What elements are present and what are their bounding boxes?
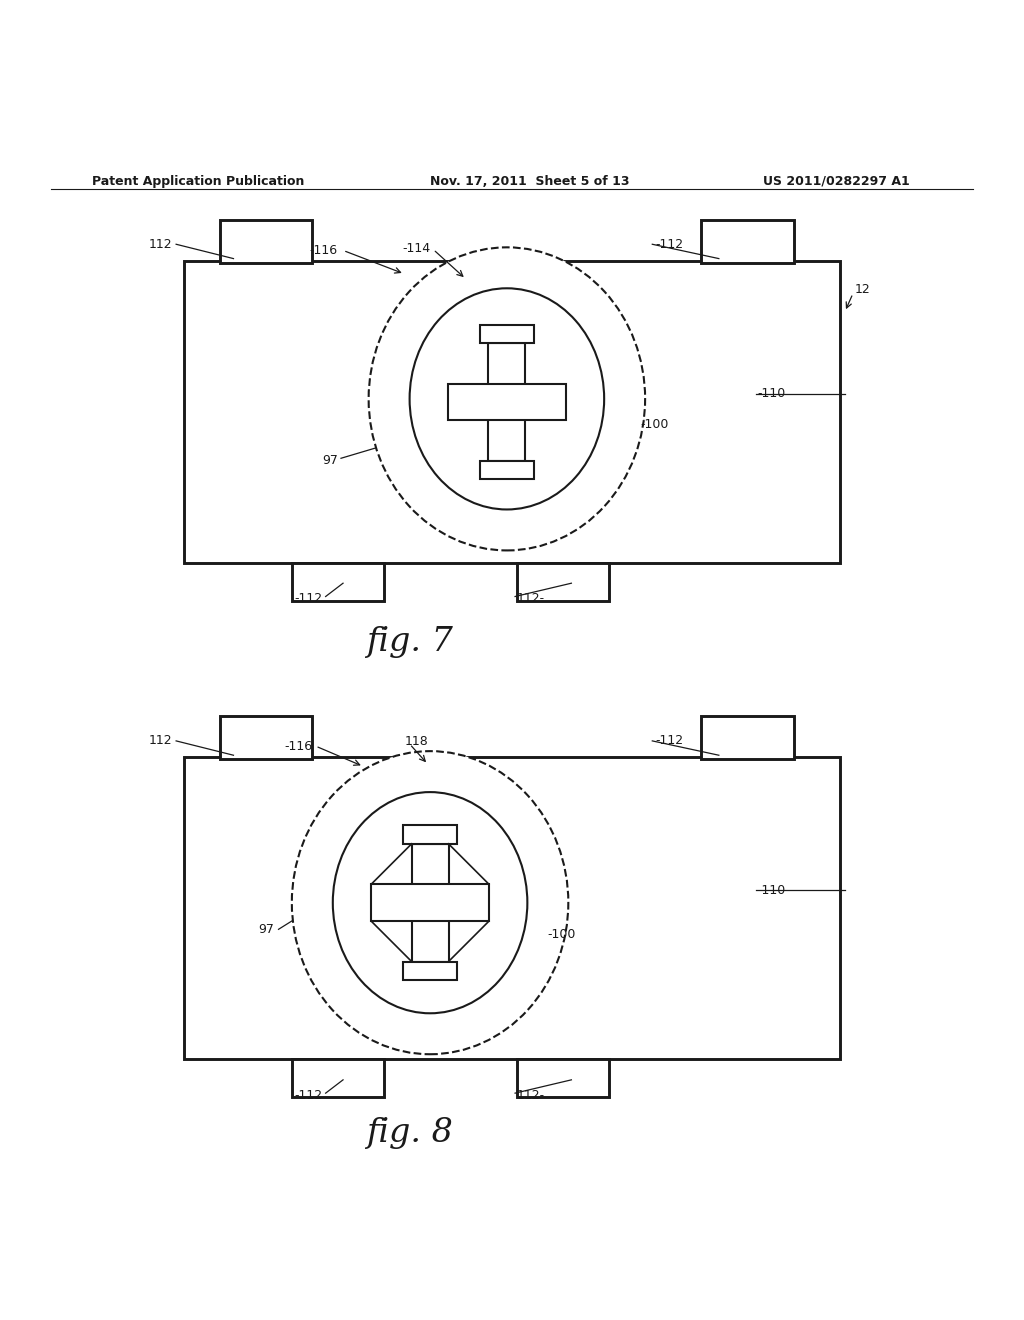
Text: -114: -114 (402, 242, 430, 255)
Text: fig. 7: fig. 7 (367, 626, 453, 657)
Text: -100: -100 (548, 928, 577, 941)
Text: 12: 12 (855, 282, 870, 296)
Text: -116: -116 (285, 739, 312, 752)
Text: -116: -116 (310, 244, 338, 257)
Bar (517, 1060, 609, 1097)
Bar (184, 758, 840, 1060)
Text: 112: 112 (148, 238, 172, 251)
Bar (220, 717, 312, 759)
Bar (403, 961, 457, 979)
Text: 112-: 112- (517, 593, 545, 605)
Text: fig. 8: fig. 8 (367, 1117, 453, 1150)
Text: -112: -112 (295, 1089, 323, 1102)
Bar (701, 219, 794, 263)
Text: 97: 97 (322, 454, 338, 467)
Bar (449, 384, 565, 420)
Text: -112: -112 (295, 593, 323, 605)
Bar (403, 825, 457, 843)
Text: Patent Application Publication: Patent Application Publication (92, 174, 304, 187)
Text: -112: -112 (655, 238, 683, 251)
Bar (371, 884, 489, 921)
Bar (184, 260, 840, 562)
Bar (701, 717, 794, 759)
Text: 112-: 112- (517, 1089, 545, 1102)
Bar (480, 461, 534, 479)
Ellipse shape (292, 751, 568, 1055)
Text: US 2011/0282297 A1: US 2011/0282297 A1 (763, 174, 909, 187)
Text: -112: -112 (655, 734, 683, 747)
Text: Nov. 17, 2011  Sheet 5 of 13: Nov. 17, 2011 Sheet 5 of 13 (430, 174, 630, 187)
Text: 97: 97 (258, 923, 274, 936)
Ellipse shape (333, 792, 527, 1014)
Text: 112: 112 (148, 734, 172, 747)
Bar (480, 325, 534, 343)
Ellipse shape (369, 247, 645, 550)
Text: -100: -100 (640, 418, 669, 430)
Text: -110: -110 (758, 387, 786, 400)
Bar (292, 562, 384, 601)
Text: -110: -110 (758, 884, 786, 896)
Bar (292, 1060, 384, 1097)
Bar (517, 562, 609, 601)
Bar (412, 843, 449, 961)
Ellipse shape (410, 288, 604, 510)
Text: 118: 118 (404, 735, 428, 748)
Bar (220, 219, 312, 263)
Bar (488, 343, 525, 461)
